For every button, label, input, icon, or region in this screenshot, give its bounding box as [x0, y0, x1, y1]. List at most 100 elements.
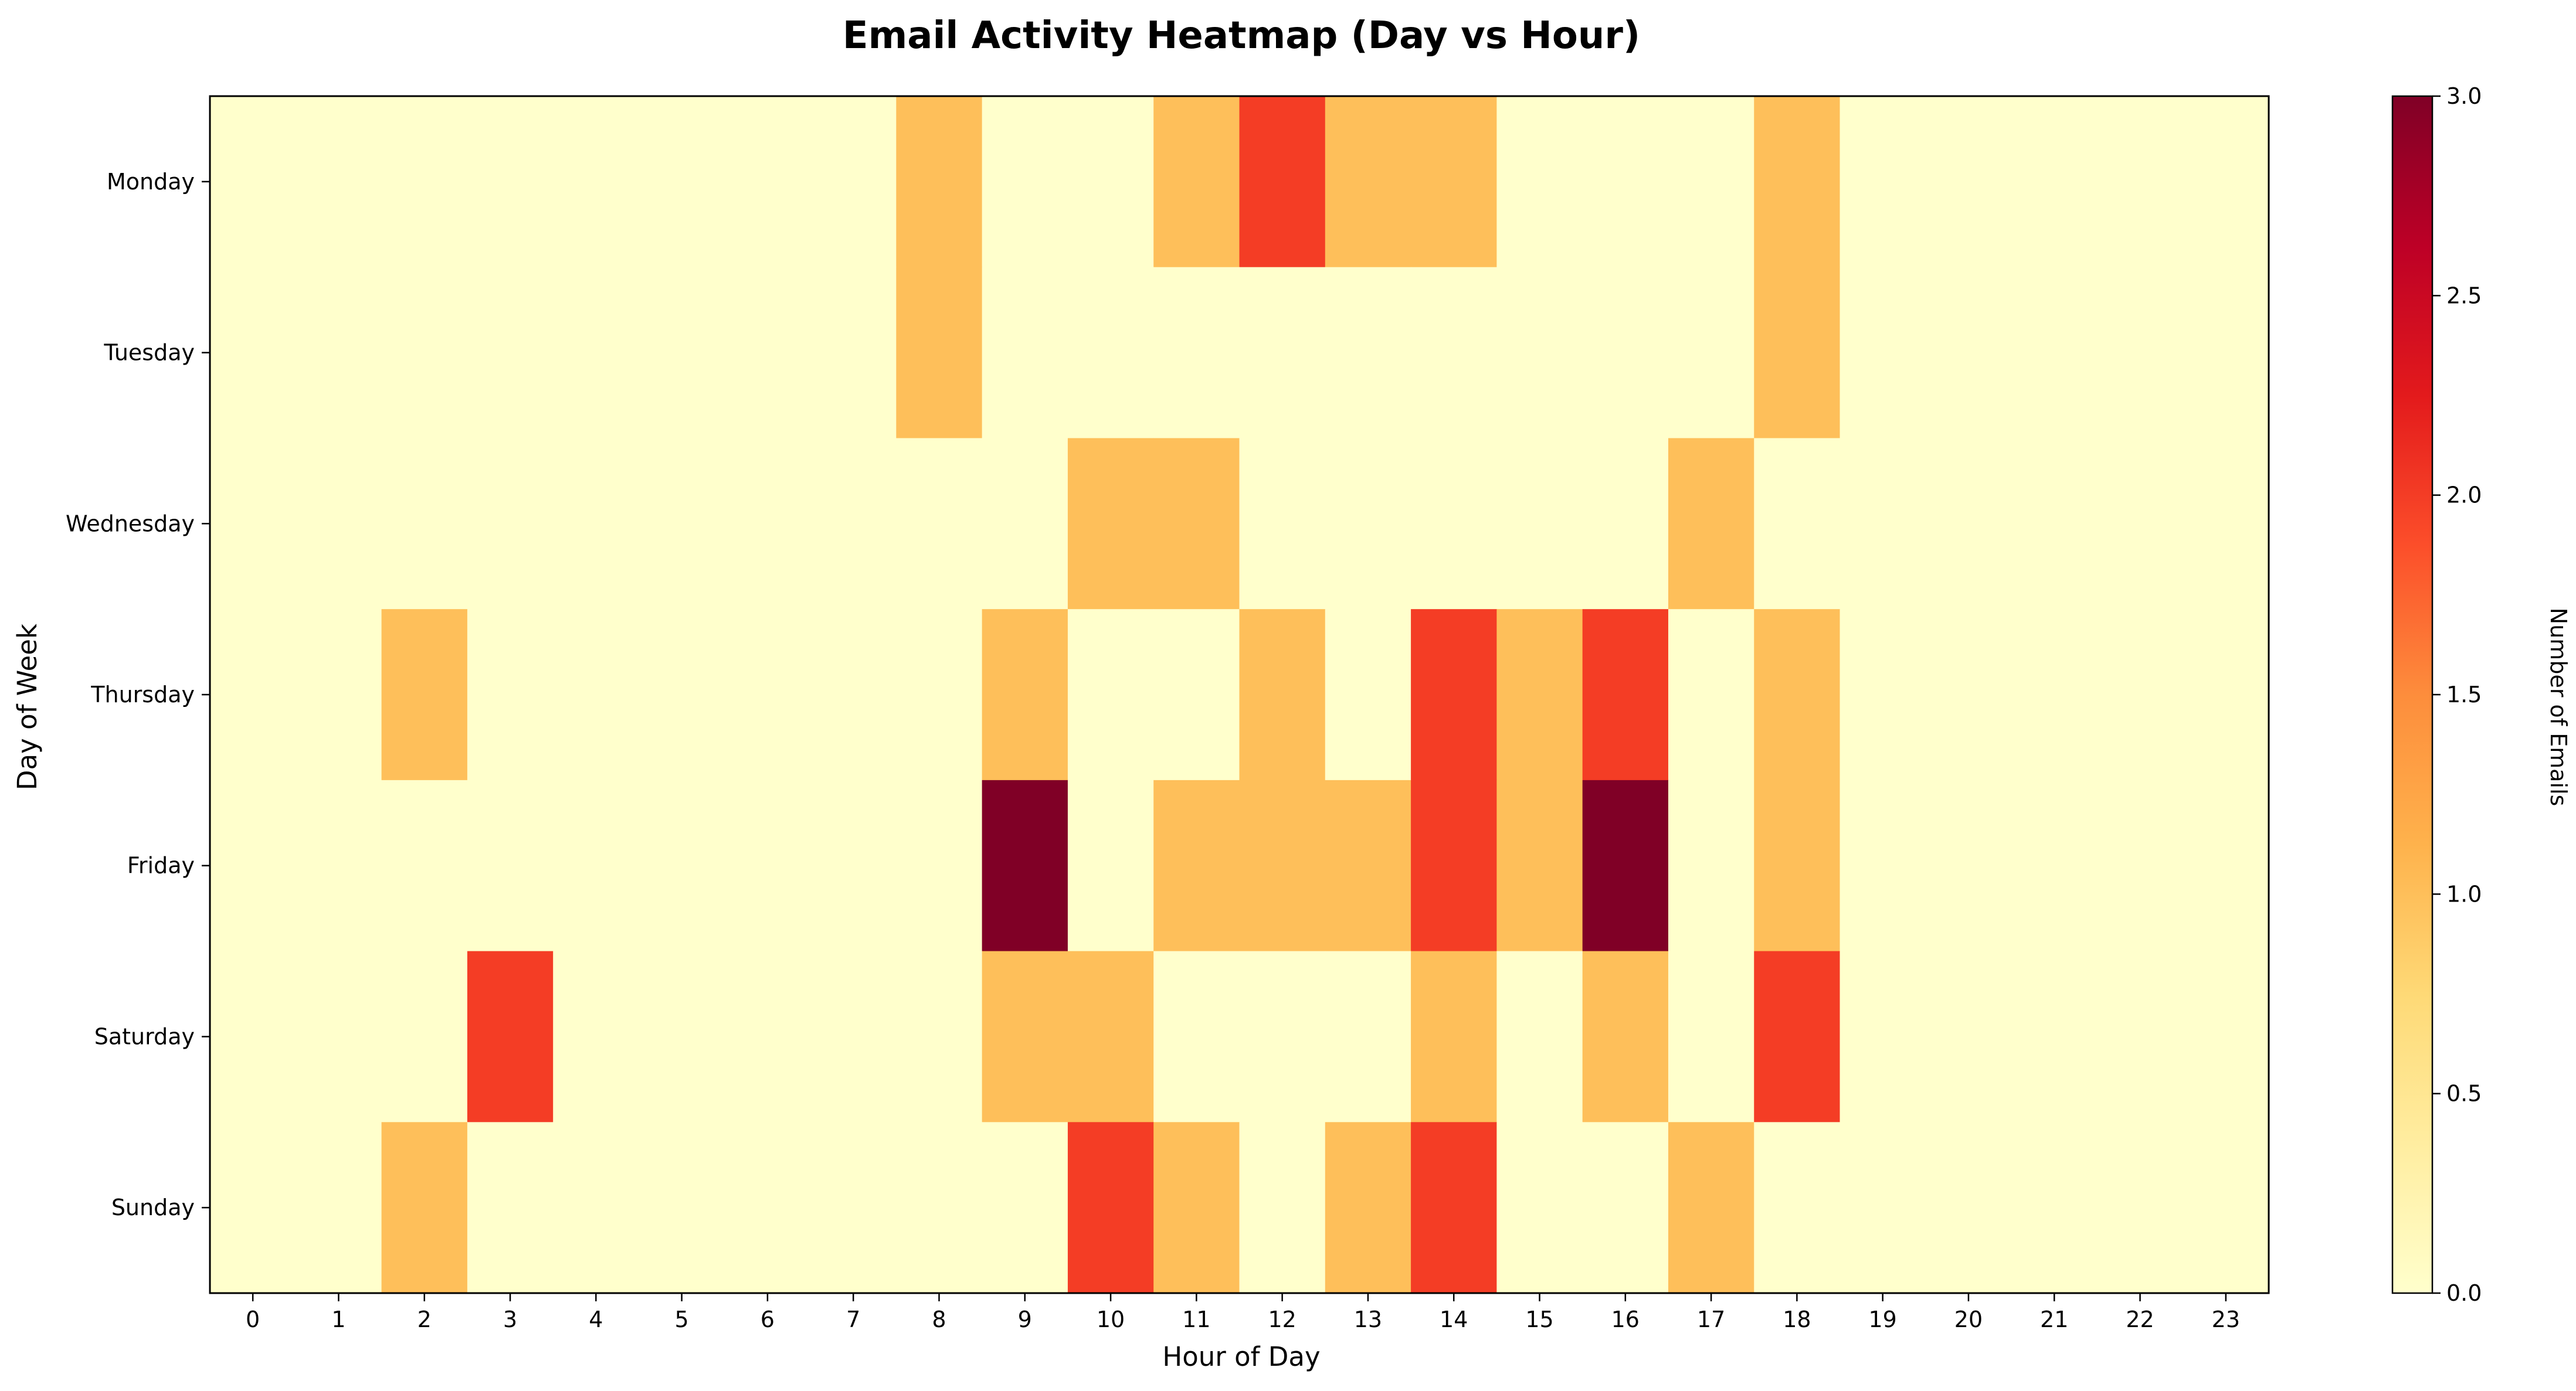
heatmap-cell	[1496, 951, 1583, 1123]
heatmap-cell	[639, 267, 725, 439]
heatmap-cell	[210, 267, 296, 439]
heatmap-cell	[1239, 1122, 1326, 1294]
heatmap-cell	[1239, 951, 1326, 1123]
heatmap-cell	[1325, 951, 1411, 1123]
heatmap-cell	[467, 780, 554, 952]
heatmap-cell	[2097, 780, 2184, 952]
heatmap-cell	[896, 780, 983, 952]
heatmap-cell	[982, 609, 1068, 781]
heatmap-cell	[296, 1122, 382, 1294]
heatmap-cell	[2183, 438, 2269, 610]
heatmap-cell	[1496, 438, 1583, 610]
colorbar-tick-label: 3.0	[2446, 83, 2482, 109]
y-tick-label: Thursday	[90, 682, 195, 708]
heatmap-cell	[724, 96, 811, 268]
heatmap-cell	[1325, 267, 1411, 439]
heatmap-cell	[1668, 96, 1754, 268]
heatmap-cell	[1411, 438, 1497, 610]
heatmap-cell	[724, 438, 811, 610]
heatmap-cell	[2011, 96, 2098, 268]
heatmap-cell	[1754, 609, 1841, 781]
heatmap-cell	[1153, 780, 1240, 952]
heatmap-cell	[296, 780, 382, 952]
heatmap-cell	[1411, 609, 1497, 781]
heatmap-cell	[1411, 780, 1497, 952]
heatmap-cell	[296, 951, 382, 1123]
y-tick-label: Tuesday	[103, 340, 195, 366]
colorbar-tick-label: 1.0	[2446, 881, 2482, 907]
heatmap-cell	[467, 438, 554, 610]
heatmap-cell	[1668, 438, 1754, 610]
heatmap-cell	[2183, 1122, 2269, 1294]
heatmap-cell	[1925, 438, 2012, 610]
heatmap-cell	[896, 438, 983, 610]
heatmap-cell	[1582, 780, 1669, 952]
x-tick-label: 3	[503, 1307, 517, 1332]
heatmap-cell	[639, 609, 725, 781]
heatmap-cell	[1668, 951, 1754, 1123]
heatmap-cell	[1925, 267, 2012, 439]
heatmap-cell	[2097, 438, 2184, 610]
heatmap-cell	[2183, 951, 2269, 1123]
x-tick-label: 7	[846, 1307, 860, 1332]
heatmap-cell	[896, 609, 983, 781]
heatmap-cell	[1839, 951, 1926, 1123]
heatmap-cell	[381, 96, 468, 268]
heatmap-cell	[1325, 609, 1411, 781]
heatmap-cell	[2183, 96, 2269, 268]
heatmap-cell	[2011, 780, 2098, 952]
heatmap-cell	[982, 438, 1068, 610]
heatmap-cell	[1839, 1122, 1926, 1294]
heatmap-cell	[896, 267, 983, 439]
heatmap-cell	[1239, 780, 1326, 952]
y-tick-label: Friday	[127, 853, 195, 879]
heatmap-cell	[381, 609, 468, 781]
heatmap-cell	[639, 780, 725, 952]
heatmap-cell	[1153, 267, 1240, 439]
colorbar-tick-label: 2.5	[2446, 283, 2482, 308]
x-tick-label: 8	[932, 1307, 946, 1332]
heatmap-cell	[724, 1122, 811, 1294]
x-axis-ticks: 0 1 2 3 4 5 6 7 8 9 10 11 12 13 14 15 16 17 18 19 20 21 22 23	[246, 1293, 2240, 1332]
heatmap-cell	[210, 780, 296, 952]
heatmap-cell	[2183, 780, 2269, 952]
heatmap-cell	[1325, 438, 1411, 610]
heatmap-cell	[1153, 609, 1240, 781]
heatmap-cell	[1153, 438, 1240, 610]
heatmap-cell	[381, 267, 468, 439]
heatmap-cell	[639, 951, 725, 1123]
heatmap-cell	[467, 267, 554, 439]
heatmap-cell	[1496, 96, 1583, 268]
heatmap-cell	[1582, 1122, 1669, 1294]
colorbar-ticks: 0.0 0.5 1.0 1.5 2.0 2.5 3.0	[2432, 83, 2482, 1306]
heatmap-cell	[1839, 780, 1926, 952]
x-tick-label: 14	[1440, 1307, 1468, 1332]
heatmap-cell	[810, 1122, 897, 1294]
heatmap-cell	[1239, 438, 1326, 610]
heatmap-cell	[1582, 96, 1669, 268]
heatmap-cell	[1754, 438, 1841, 610]
heatmap-cell	[553, 438, 640, 610]
heatmap-cell	[639, 96, 725, 268]
heatmap-cell	[1411, 951, 1497, 1123]
heatmap-cell	[1925, 780, 2012, 952]
heatmap-cell	[1067, 780, 1154, 952]
heatmap-cell	[2183, 609, 2269, 781]
x-tick-label: 18	[1783, 1307, 1811, 1332]
heatmap-cell	[896, 96, 983, 268]
heatmap-cell	[467, 1122, 554, 1294]
heatmap-cell	[1839, 96, 1926, 268]
heatmap-cell	[2097, 267, 2184, 439]
heatmap-cell	[896, 951, 983, 1123]
x-tick-label: 21	[2040, 1307, 2068, 1332]
x-axis-label: Hour of Day	[1162, 1341, 1320, 1372]
x-tick-label: 16	[1611, 1307, 1640, 1332]
heatmap-cell	[1239, 609, 1326, 781]
x-tick-label: 17	[1697, 1307, 1725, 1332]
y-tick-label: Wednesday	[66, 511, 195, 536]
heatmap-cell	[1239, 96, 1326, 268]
heatmap-cell	[982, 267, 1068, 439]
heatmap-cell	[1067, 1122, 1154, 1294]
heatmap-cell	[2011, 438, 2098, 610]
heatmap-cell	[1067, 96, 1154, 268]
